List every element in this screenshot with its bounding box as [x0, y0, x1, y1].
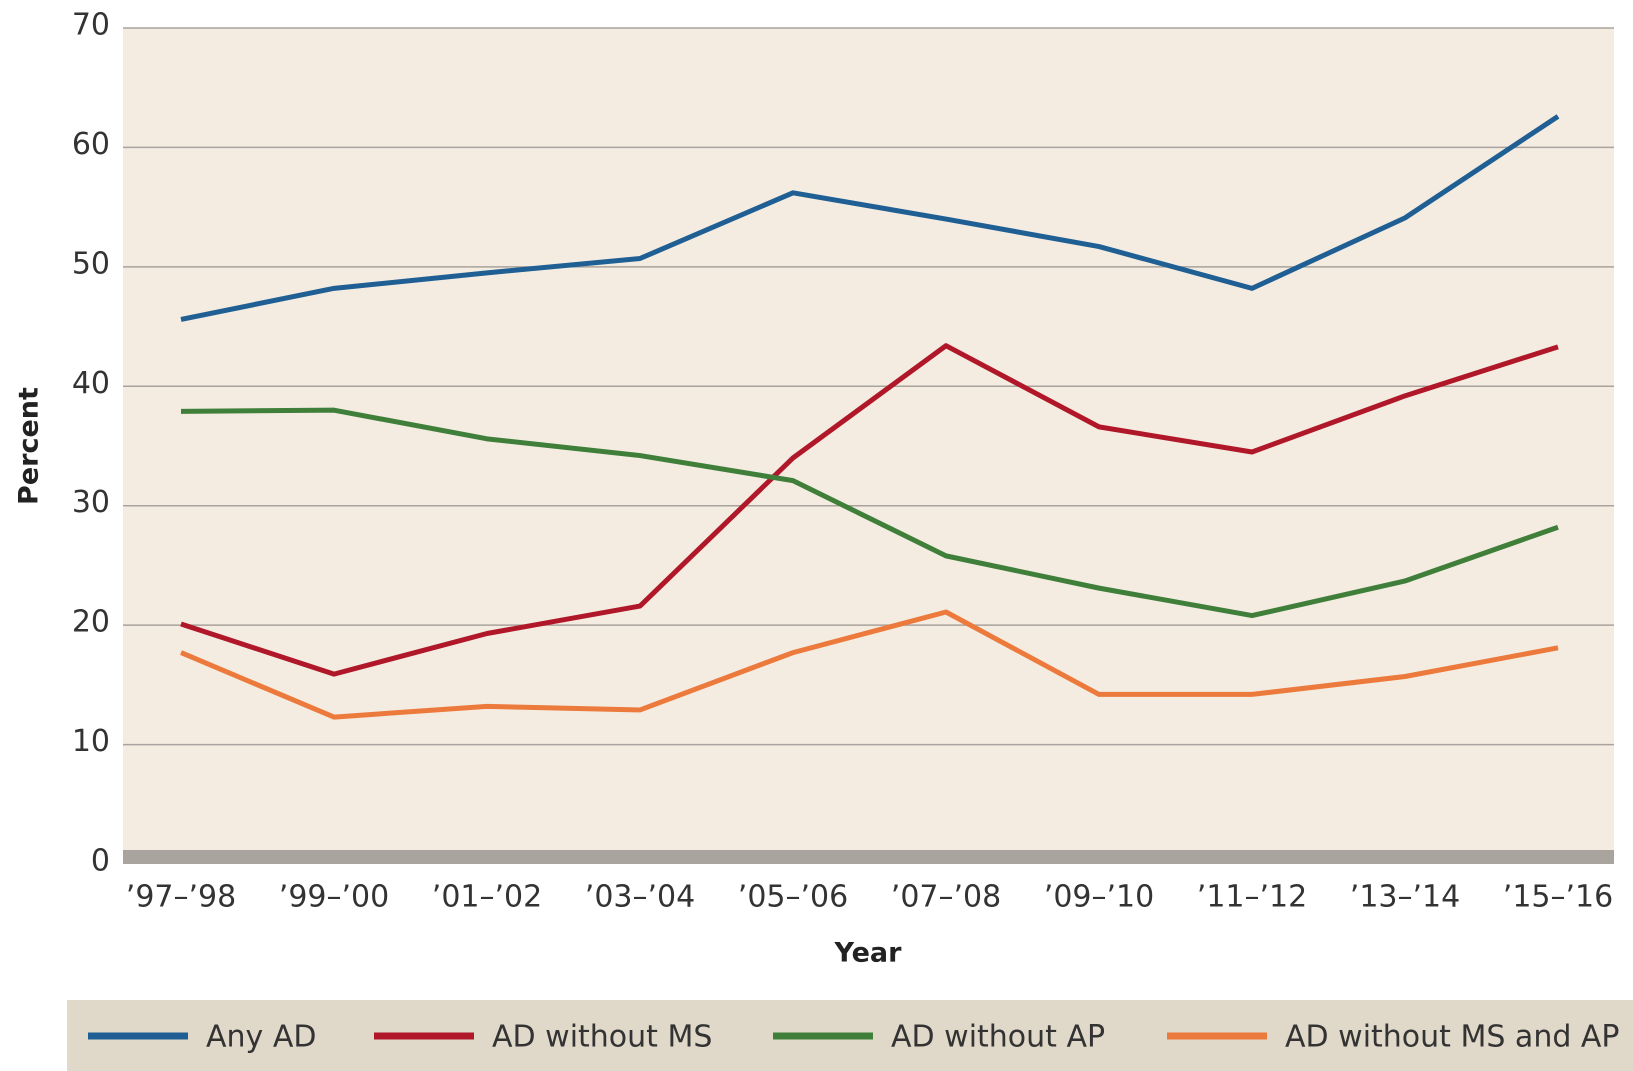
series-line	[180, 343, 1559, 677]
y-tick-label: 50	[72, 246, 110, 281]
x-tick-label: ’01–’02	[432, 880, 542, 915]
series-line	[180, 114, 1560, 322]
y-tick-label: 10	[72, 724, 110, 759]
x-tick-label: ’09–’10	[1044, 880, 1154, 915]
x-tick-label: ’03–’04	[585, 880, 695, 915]
y-tick-label: 0	[91, 844, 110, 879]
x-tick-label: ’07–’08	[891, 880, 1001, 915]
x-tick-label: ’11–’12	[1197, 880, 1307, 915]
series-line	[180, 609, 1559, 720]
y-tick-label: 40	[72, 366, 110, 401]
legend-label: AD without AP	[891, 1020, 1105, 1055]
y-tick-label: 30	[72, 485, 110, 520]
x-tick-label: ’15–’16	[1503, 880, 1613, 915]
x-tick-label: ’13–’14	[1350, 880, 1460, 915]
x-axis-title: Year	[834, 938, 903, 969]
series-line	[180, 407, 1559, 619]
y-tick-label: 20	[72, 605, 110, 640]
y-axis-title: Percent	[14, 387, 45, 505]
x-tick-label: ’05–’06	[738, 880, 848, 915]
y-tick-label: 70	[72, 8, 110, 43]
legend-label: AD without MS	[492, 1020, 712, 1055]
legend-label: Any AD	[206, 1020, 316, 1055]
legend-label: AD without MS and AP	[1285, 1020, 1620, 1055]
x-tick-label: ’99–’00	[279, 880, 389, 915]
plot-background	[123, 28, 1614, 864]
y-tick-label: 60	[72, 127, 110, 162]
x-tick-label: ’97–’98	[126, 880, 236, 915]
